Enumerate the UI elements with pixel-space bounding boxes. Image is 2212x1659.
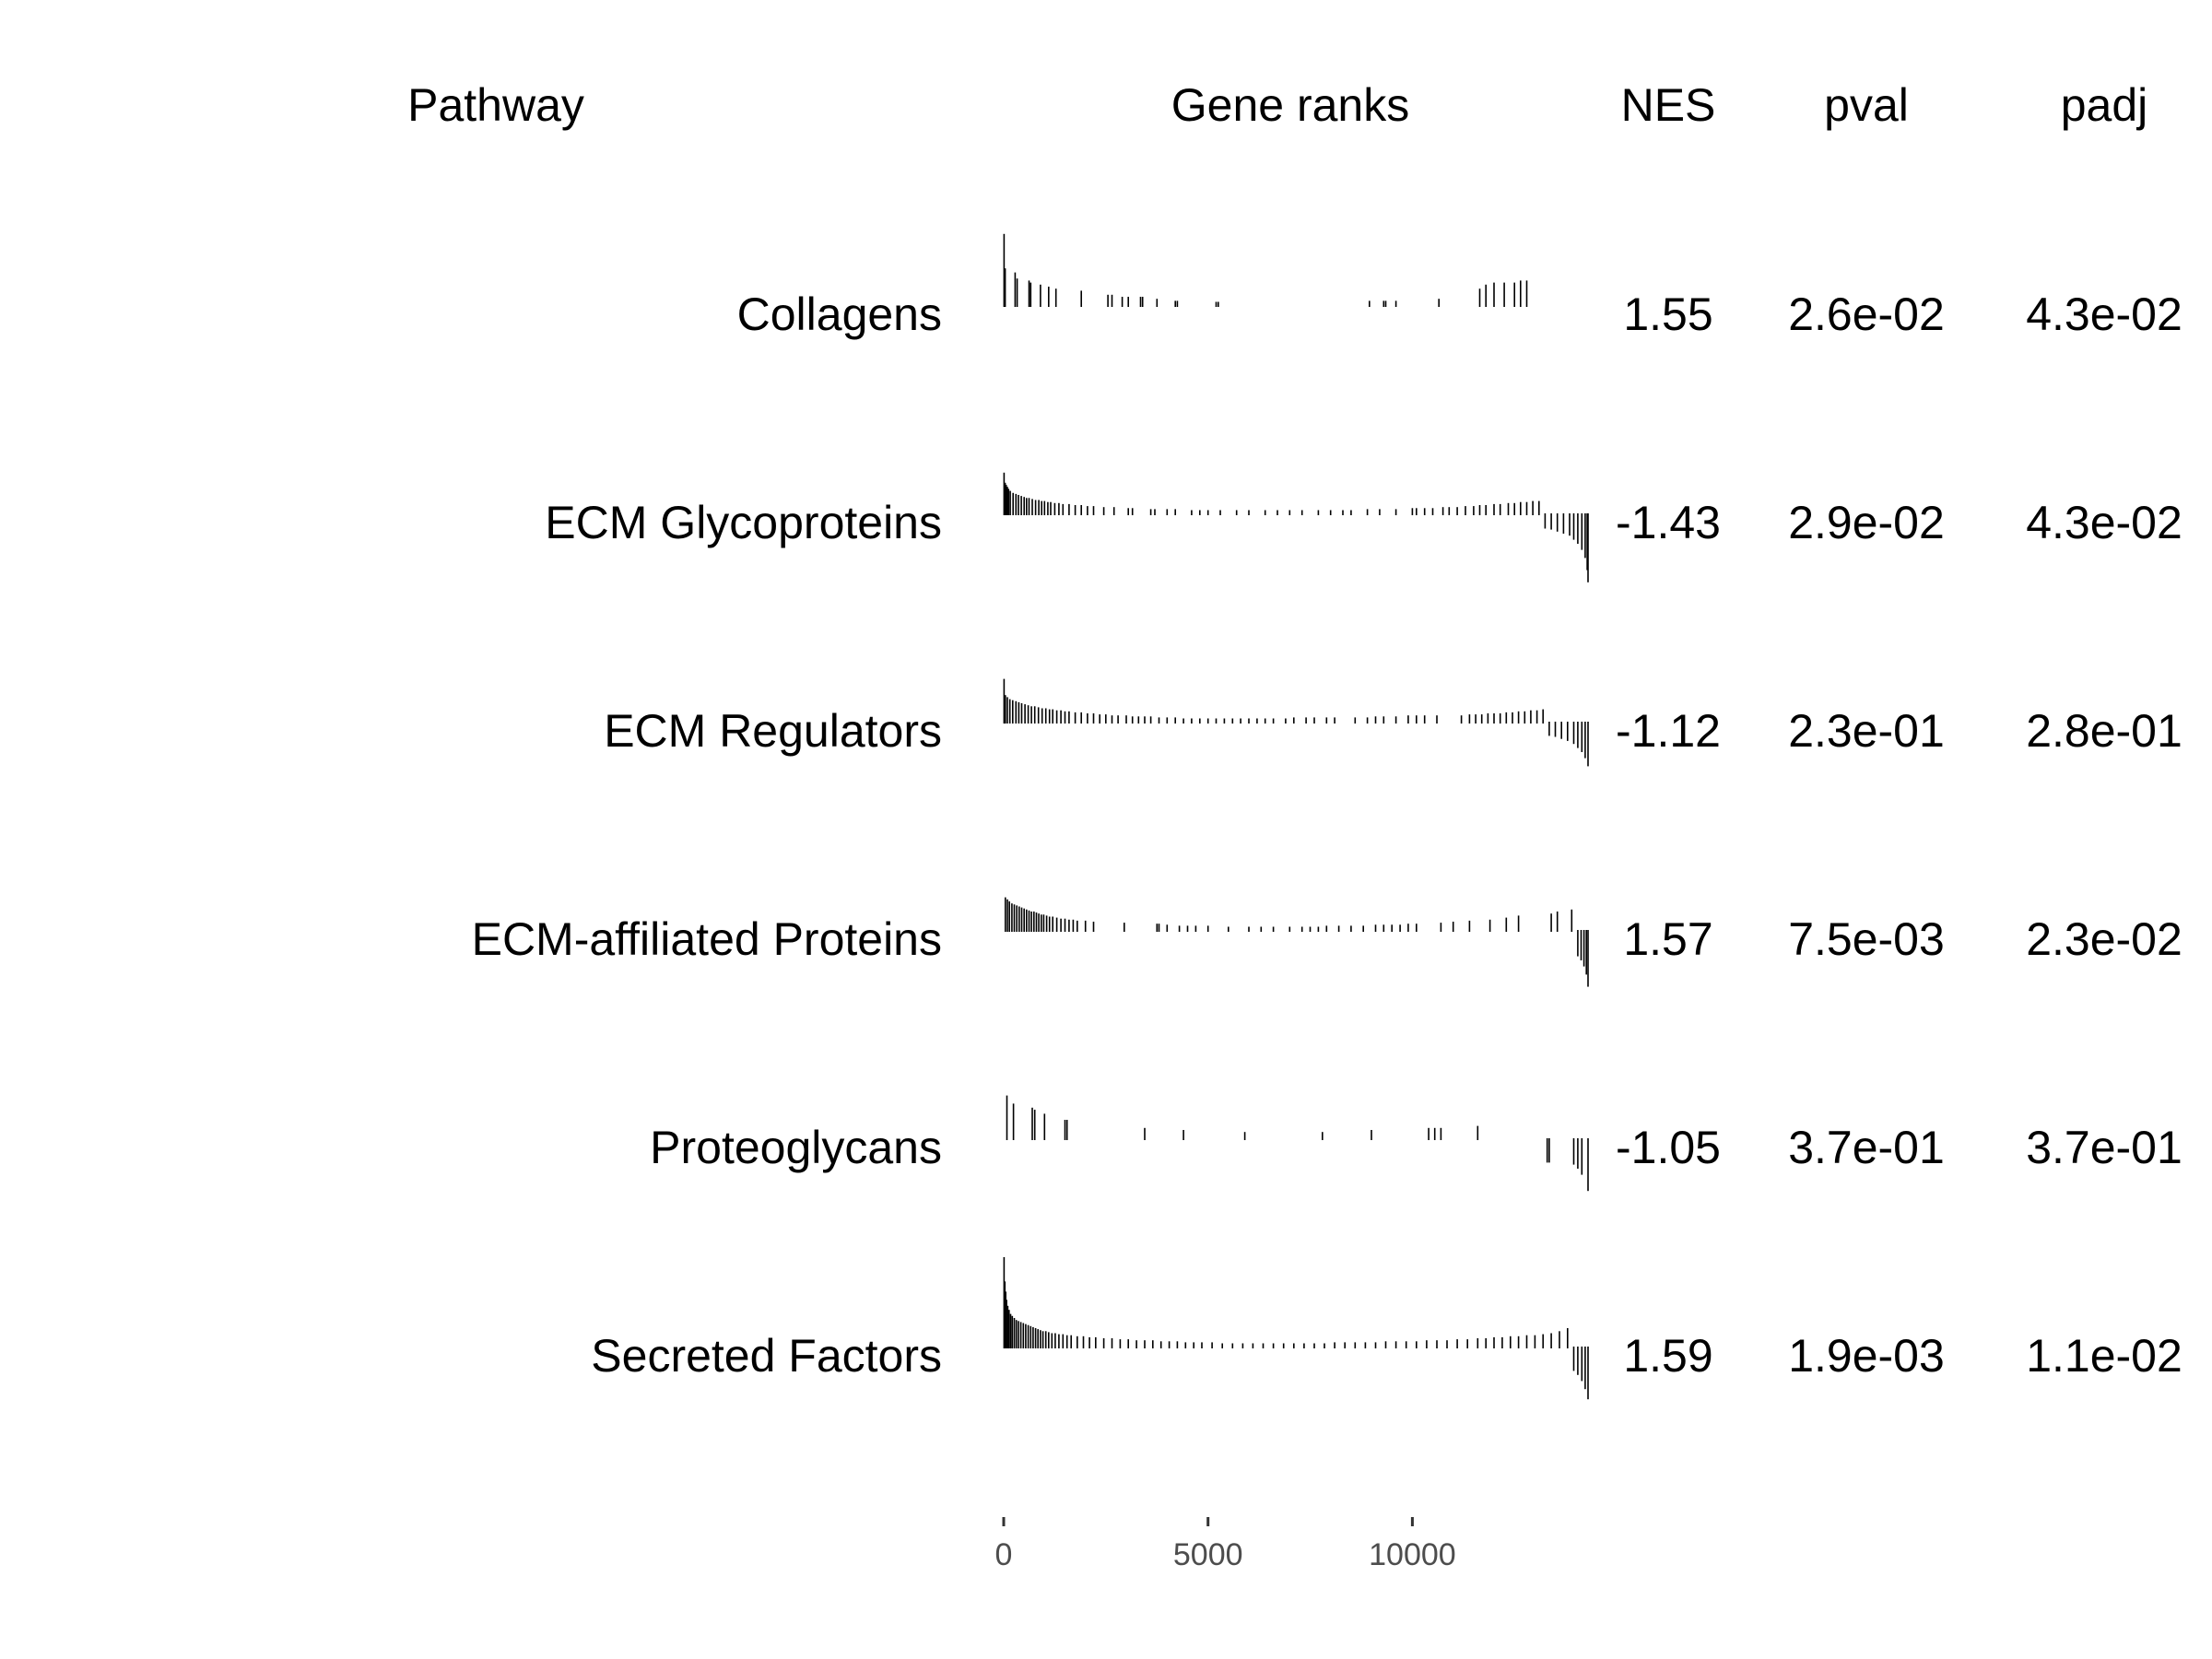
rank-barcode-row — [1003, 233, 1528, 307]
nes-value: -1.12 — [1616, 705, 1721, 757]
pathway-label: ECM Regulators — [604, 705, 942, 757]
pval-value: 2.9e-02 — [1788, 497, 1945, 548]
rank-barcode-row — [1003, 472, 1589, 582]
padj-value: 2.8e-01 — [2026, 705, 2183, 757]
pathway-label: Collagens — [736, 288, 942, 340]
header-gene-ranks: Gene ranks — [1171, 79, 1410, 131]
nes-value: 1.57 — [1623, 913, 1713, 965]
pval-value: 2.6e-02 — [1788, 288, 1945, 340]
padj-value: 4.3e-02 — [2026, 497, 2183, 548]
pval-value: 2.3e-01 — [1788, 705, 1945, 757]
header-nes: NES — [1620, 79, 1716, 131]
nes-value: 1.55 — [1623, 288, 1713, 340]
nes-value: -1.43 — [1616, 497, 1721, 548]
rank-barcode-row — [1003, 1257, 1589, 1400]
header-padj: padj — [2060, 79, 2148, 131]
padj-value: 1.1e-02 — [2026, 1330, 2183, 1382]
pval-value: 7.5e-03 — [1788, 913, 1945, 965]
pathway-label: ECM-affiliated Proteins — [471, 913, 942, 965]
header-pval: pval — [1824, 79, 1909, 131]
pval-value: 1.9e-03 — [1788, 1330, 1945, 1382]
x-axis-tick-label: 5000 — [1173, 1537, 1243, 1572]
pathway-label: ECM Glycoproteins — [545, 497, 942, 548]
x-axis-tick-label: 0 — [995, 1537, 1013, 1572]
rank-barcode-row — [1006, 1095, 1589, 1192]
x-axis-tick-label: 10000 — [1369, 1537, 1456, 1572]
rank-barcode-row — [1003, 678, 1589, 767]
nes-value: -1.05 — [1616, 1122, 1721, 1173]
nes-value: 1.59 — [1623, 1330, 1713, 1382]
pval-value: 3.7e-01 — [1788, 1122, 1945, 1173]
header-pathway: Pathway — [407, 79, 584, 131]
pathway-label: Proteoglycans — [650, 1122, 942, 1173]
padj-value: 4.3e-02 — [2026, 288, 2183, 340]
padj-value: 2.3e-02 — [2026, 913, 2183, 965]
rank-barcode-row — [1005, 897, 1589, 987]
padj-value: 3.7e-01 — [2026, 1122, 2183, 1173]
pathway-label: Secreted Factors — [591, 1330, 942, 1382]
